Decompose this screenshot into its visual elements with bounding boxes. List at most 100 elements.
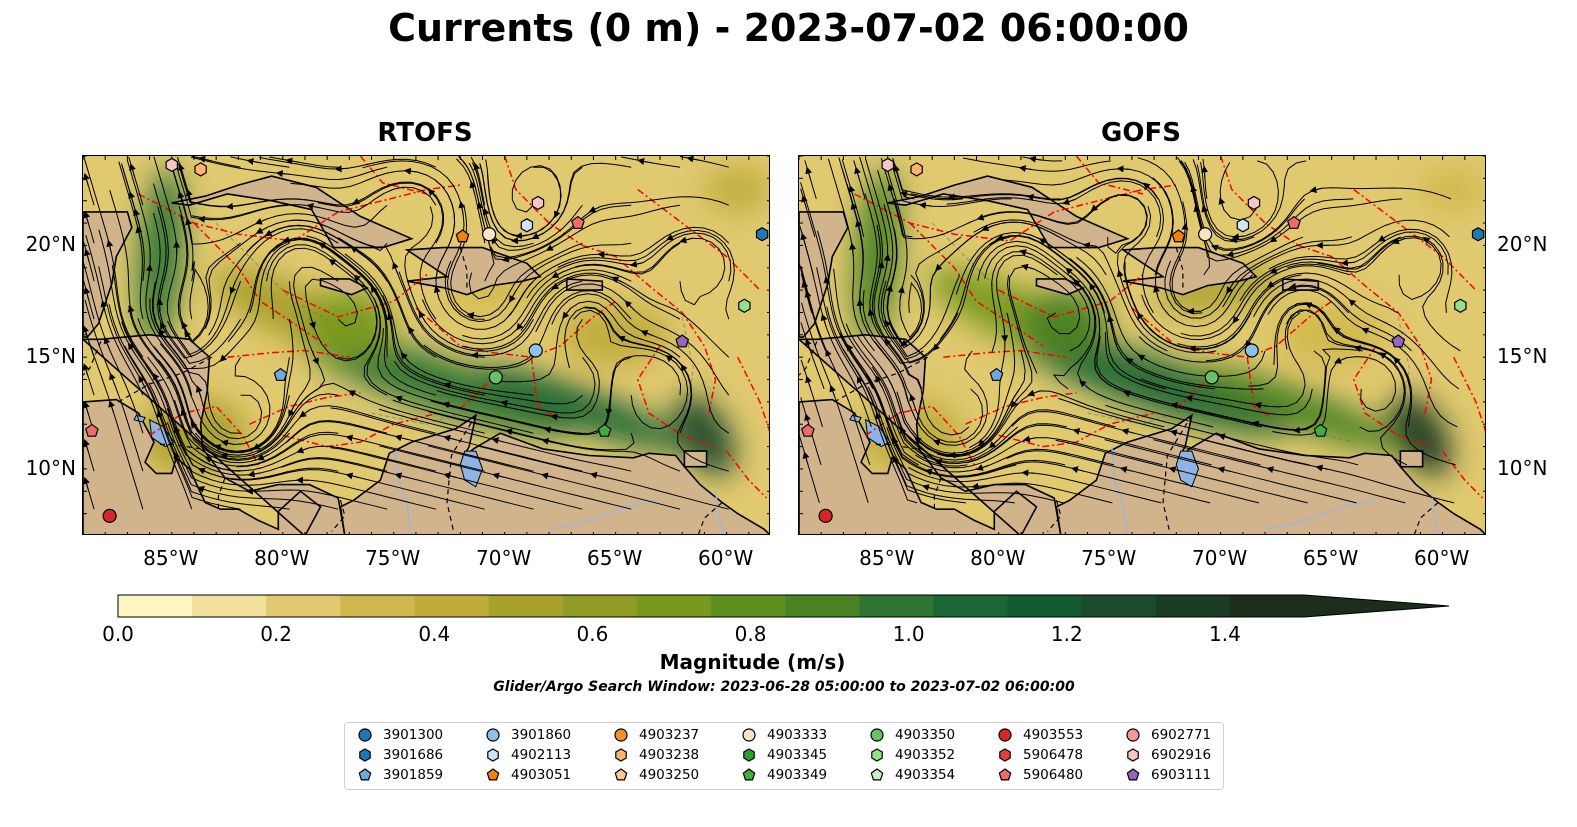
legend-item: 4903238 xyxy=(613,746,699,764)
streamline-arrow xyxy=(334,165,349,173)
streamline-arrow xyxy=(1245,336,1254,348)
streamline-arrow xyxy=(490,236,500,248)
streamline-arrow xyxy=(1232,312,1241,324)
legend-item: 4903553 xyxy=(997,726,1083,744)
streamline xyxy=(170,165,193,244)
colorbar-segment xyxy=(488,595,564,617)
colorbar-tick-label: 1.2 xyxy=(1050,622,1083,646)
isobath-line xyxy=(371,408,472,425)
country-border xyxy=(834,356,928,403)
streamline-arrow xyxy=(1065,267,1076,277)
streamline xyxy=(880,236,1011,364)
streamline-arrow xyxy=(624,300,635,311)
legend-label: 6903111 xyxy=(1151,767,1212,783)
streamline xyxy=(151,281,263,440)
streamline xyxy=(430,356,632,436)
legend-item: 5906478 xyxy=(997,746,1083,764)
streamline-arrow xyxy=(83,248,91,262)
streamline xyxy=(1285,309,1408,466)
legend-label: 4903237 xyxy=(639,727,700,743)
legend-label: 3901859 xyxy=(383,767,444,783)
streamline xyxy=(444,242,632,323)
float-3901860 xyxy=(528,343,543,358)
streamline xyxy=(157,206,242,359)
streamline-arrow xyxy=(348,390,361,398)
streamline-arrow xyxy=(948,451,962,459)
eez-boundary xyxy=(1246,357,1273,419)
country-border xyxy=(799,341,818,376)
streamline-arrow xyxy=(195,385,203,399)
streamline-arrow xyxy=(900,190,914,198)
float-4903333 xyxy=(1198,227,1213,242)
streamline-arrow xyxy=(173,451,180,465)
legend-label: 6902916 xyxy=(1151,747,1212,763)
country-border xyxy=(83,341,102,376)
streamline-arrow xyxy=(306,203,320,210)
streamline-arrow xyxy=(471,351,485,359)
legend-label: 3901686 xyxy=(383,747,444,763)
streamline-arrow xyxy=(469,180,477,195)
eez-boundary xyxy=(965,392,1077,425)
streamline xyxy=(98,266,193,510)
streamline-arrow xyxy=(345,472,359,480)
streamline xyxy=(270,247,378,360)
streamline-arrow xyxy=(1266,279,1279,288)
streamline-arrow xyxy=(473,162,481,176)
streamline xyxy=(118,161,144,320)
lon-tick-label: 75°W xyxy=(365,546,421,570)
streamline-arrow xyxy=(976,464,989,471)
colorbar-segment xyxy=(562,595,638,617)
country-border xyxy=(933,477,942,512)
streamline-arrow xyxy=(257,453,270,461)
streamline-arrow xyxy=(160,321,167,335)
rtofs-map[interactable] xyxy=(82,155,770,535)
streamline xyxy=(1317,235,1461,352)
lat-tick-label: 10°N xyxy=(1497,455,1548,480)
streamline xyxy=(843,349,1015,504)
streamline-arrow xyxy=(1072,428,1086,435)
streamline xyxy=(145,365,339,481)
streamline-arrow xyxy=(629,260,644,268)
streamline-arrow xyxy=(400,352,410,363)
streamline xyxy=(979,194,1148,254)
streamline-arrow xyxy=(1377,234,1390,242)
streamline-arrow xyxy=(932,340,943,351)
eez-boundary xyxy=(582,244,717,414)
streamline-arrow xyxy=(129,163,136,177)
streamline xyxy=(887,171,923,339)
streamline-arrow xyxy=(883,253,891,268)
streamline-arrow xyxy=(1169,429,1184,437)
figure-title: Currents (0 m) - 2023-07-02 06:00:00 xyxy=(388,6,1189,50)
colorbar-tick-label: 0.6 xyxy=(576,622,609,646)
streamline xyxy=(153,183,242,364)
streamline xyxy=(859,156,923,390)
legend-item: 5906480 xyxy=(997,766,1083,784)
streamline xyxy=(526,232,732,299)
streamline xyxy=(841,159,865,238)
circle-marker-icon xyxy=(870,728,884,742)
float-4903553 xyxy=(102,508,117,523)
streamline-arrow xyxy=(1018,165,1033,172)
streamline-arrow xyxy=(541,437,555,445)
streamline-arrow xyxy=(971,482,985,490)
float-6903111 xyxy=(1391,334,1406,348)
eez-boundary xyxy=(1442,450,1484,499)
streamline xyxy=(476,445,729,510)
streamline-arrow xyxy=(1010,396,1020,409)
float-3901860 xyxy=(1244,343,1259,358)
frame-ticks xyxy=(83,156,769,534)
country-border xyxy=(1413,502,1439,534)
streamline-arrow xyxy=(1269,234,1282,243)
gofs-map[interactable] xyxy=(798,155,1486,535)
streamline xyxy=(1076,256,1266,377)
streamline-arrow xyxy=(433,285,441,299)
streamline-arrow xyxy=(1137,354,1150,362)
land-cuba xyxy=(171,175,414,249)
streamline-arrow xyxy=(177,190,185,205)
streamline-arrow xyxy=(386,312,394,327)
lon-tick-label: 85°W xyxy=(143,546,199,570)
legend-label: 3901860 xyxy=(511,727,572,743)
streamline-arrow xyxy=(152,372,161,385)
streamline-arrow xyxy=(550,413,564,421)
eez-boundary xyxy=(1298,244,1433,414)
